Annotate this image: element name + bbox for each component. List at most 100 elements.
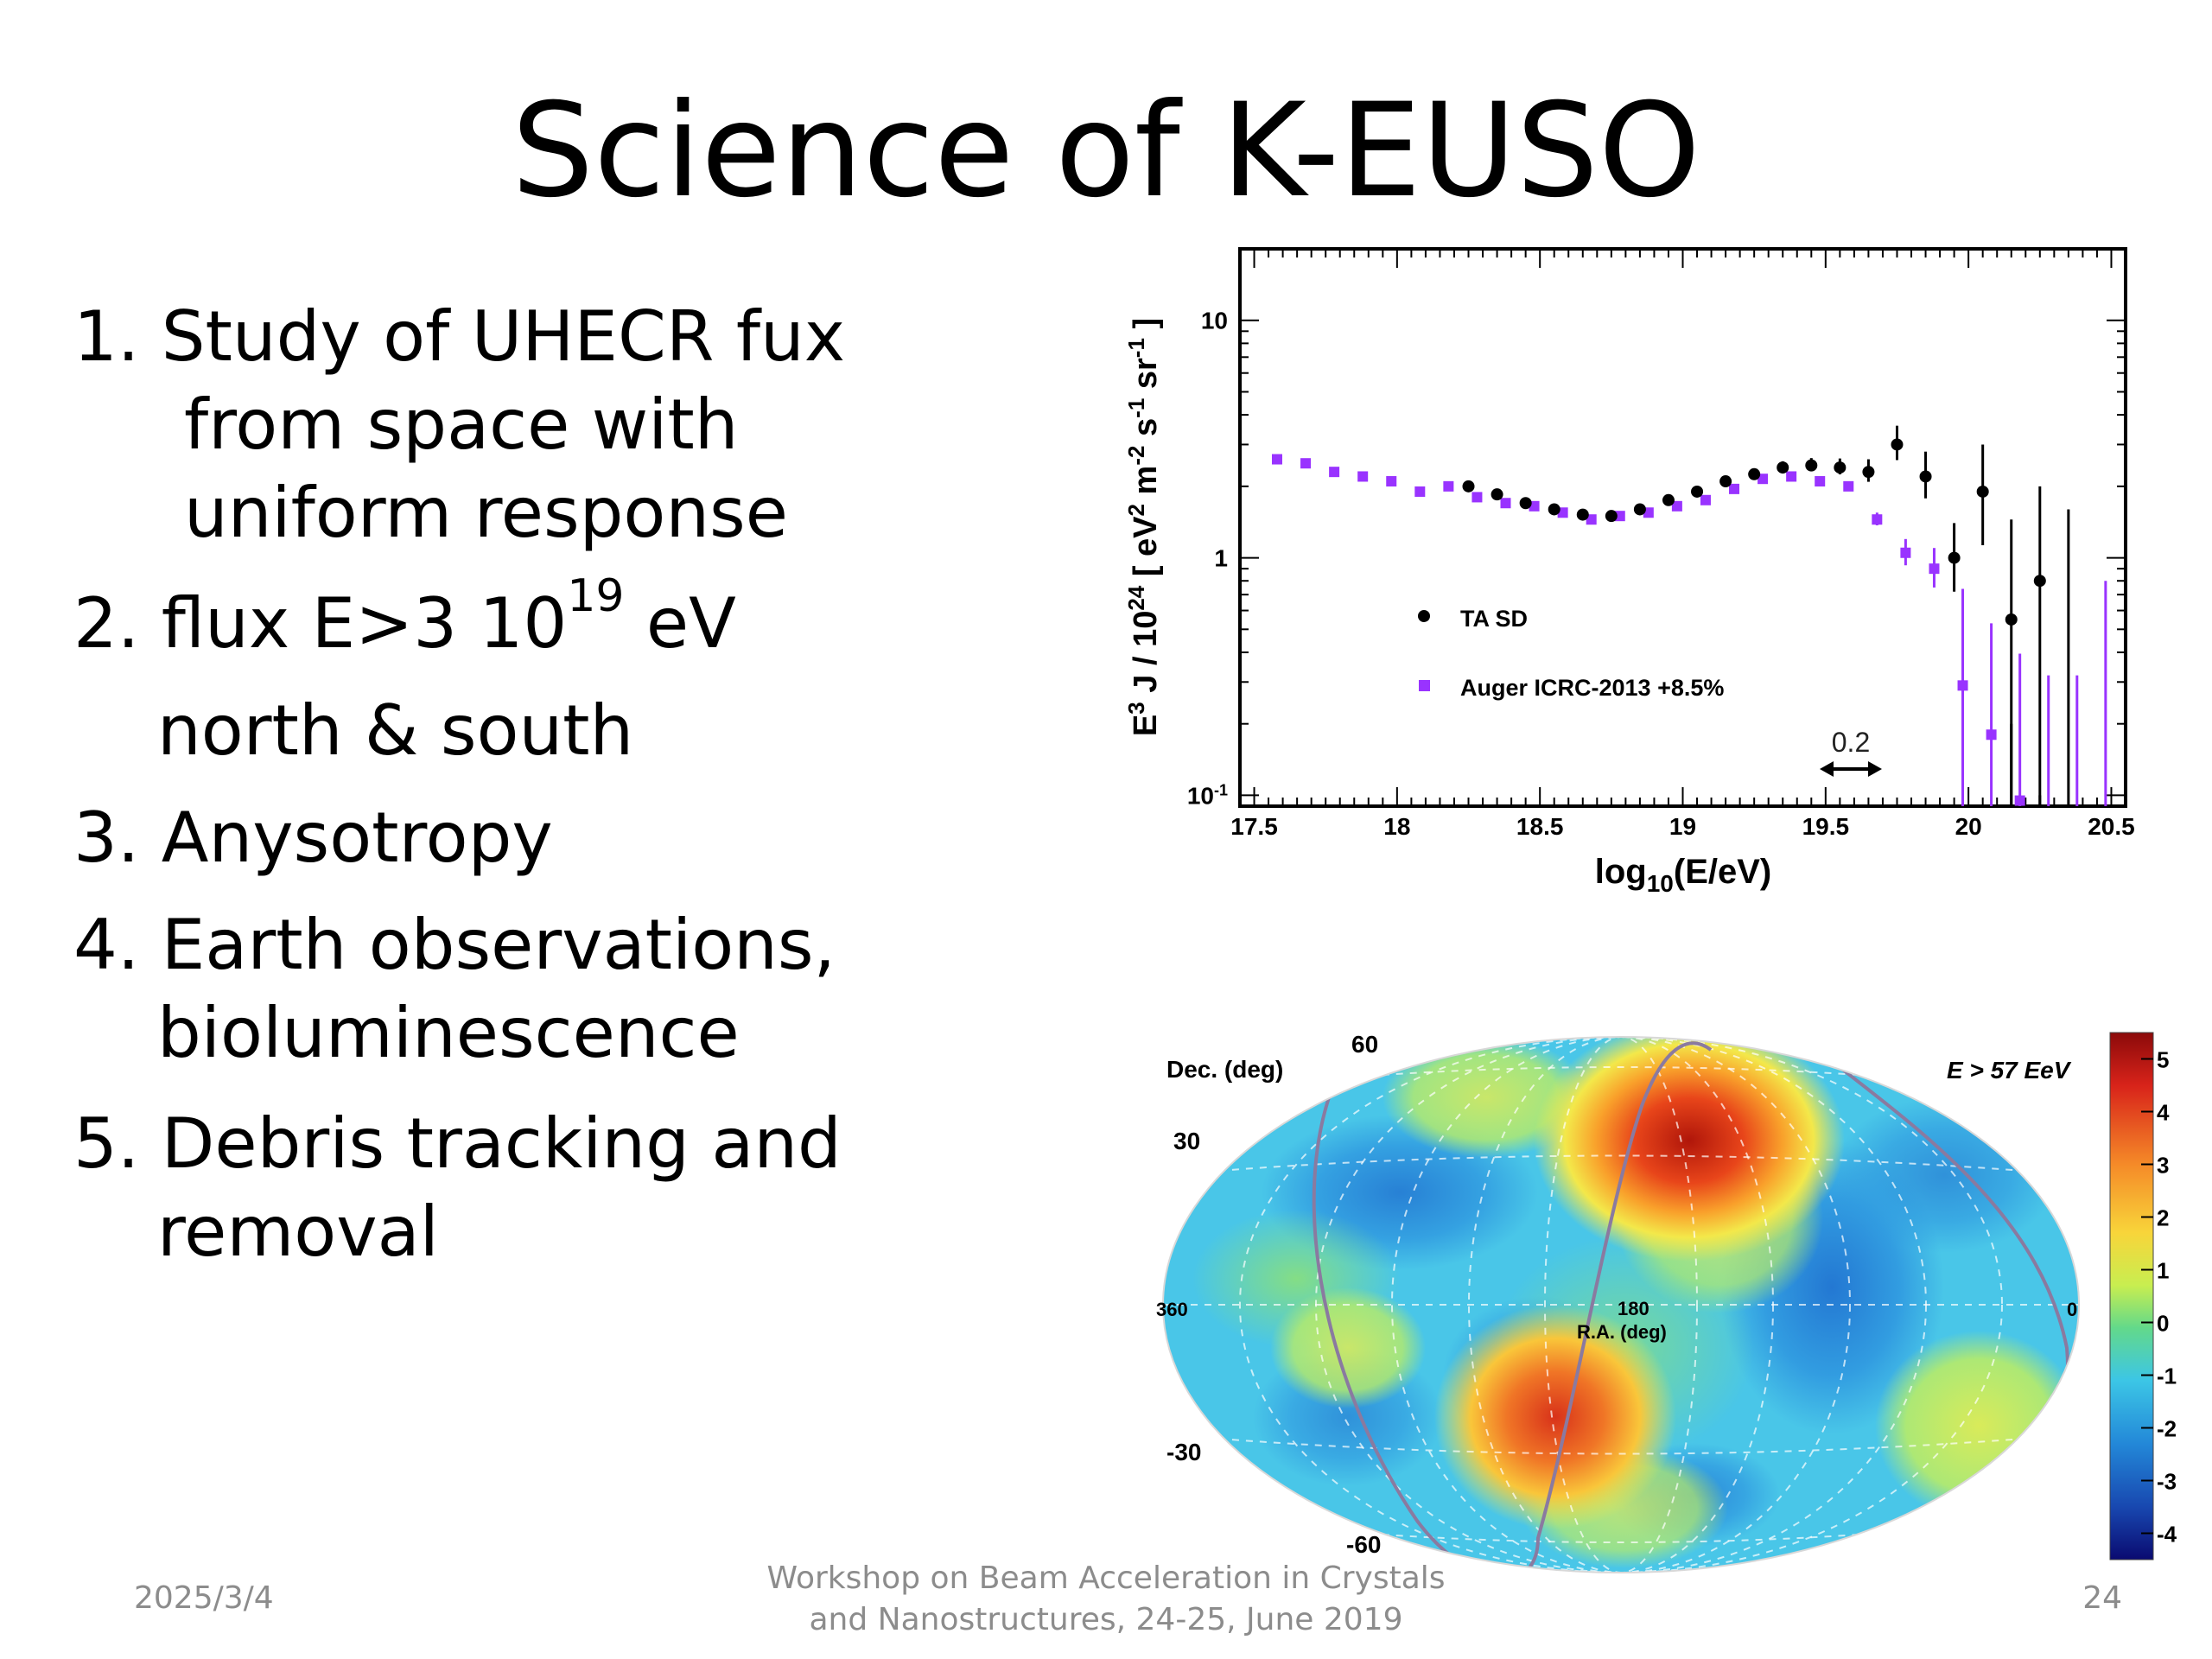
ta-point (1519, 497, 1532, 510)
auger-point (1329, 467, 1340, 478)
ta-point (1976, 485, 1989, 498)
auger-point (1386, 476, 1397, 487)
auger-point (1529, 500, 1540, 512)
auger-point (1929, 563, 1940, 575)
spectrum-x-axis-title: log10(E/eV) (1595, 853, 1772, 897)
ta-point (1662, 493, 1675, 506)
bullet-3: 3. Anysotropy (73, 798, 553, 878)
auger-point (1586, 514, 1597, 525)
spectrum-plot-frame (1238, 247, 2127, 808)
colorbar-tick-label: 1 (2157, 1258, 2169, 1284)
dec-label-30: 30 (1173, 1128, 1200, 1154)
dec-label-60: 60 (1351, 1031, 1378, 1058)
ta-point (1548, 503, 1560, 516)
auger-point (1414, 486, 1426, 497)
auger-point (1357, 471, 1369, 482)
bullet-5-line-2: removal (157, 1192, 439, 1272)
colorbar-tick-label: -2 (2157, 1416, 2177, 1442)
bullet-1-line-2: from space with (184, 385, 739, 465)
resolution-annotation: 0.2 (1832, 727, 1870, 758)
legend-label-ta-sd: TA SD (1460, 606, 1528, 632)
auger-point (1986, 729, 1997, 741)
footer-event-line-1: Workshop on Beam Acceleration in Crystal… (766, 1560, 1446, 1596)
colorbar-tick-label: -3 (2157, 1469, 2177, 1495)
auger-point (1300, 458, 1312, 469)
ta-point (1633, 503, 1646, 516)
bullet-2-unit: eV (624, 583, 736, 664)
auger-point (1957, 680, 1968, 691)
auger-point (2014, 795, 2025, 806)
footer-event-line-2: and Nanostructures, 24-25, June 2019 (809, 1602, 1403, 1637)
ta-point (1491, 488, 1503, 501)
auger-point (1471, 492, 1483, 503)
y-tick-label: 1 (1214, 545, 1228, 572)
bullet-5-line-1: 5. Debris tracking and (73, 1103, 842, 1184)
colorbar-tick-label: -1 (2157, 1363, 2177, 1389)
x-tick-label: 17.5 (1230, 813, 1278, 840)
ta-point (1719, 475, 1732, 488)
colorbar-tick-label: 5 (2157, 1047, 2169, 1073)
sky-map-y-axis-title: Dec. (deg) (1166, 1056, 1283, 1083)
ta-point (1834, 461, 1847, 474)
ta-point (1891, 438, 1904, 451)
sky-map-energy-label: E > 57 EeV (1947, 1057, 2072, 1084)
ta-point (1862, 466, 1875, 479)
legend-marker-ta-sd (1418, 610, 1430, 622)
ta-point (1462, 480, 1475, 493)
bullet-2-exponent: 19 (567, 570, 625, 622)
auger-point (1500, 498, 1511, 509)
auger-point (1758, 474, 1769, 485)
sky-map-outline (1162, 1036, 2080, 1573)
ta-point (1605, 510, 1618, 523)
auger-point (1700, 494, 1711, 505)
y-tick-label: 10-1 (1187, 781, 1228, 809)
legend-marker-auger (1419, 680, 1430, 691)
dec-label-minus-30: -30 (1166, 1439, 1201, 1465)
auger-point (1271, 454, 1282, 465)
x-tick-label: 20.5 (2088, 813, 2135, 840)
y-tick-label: 10 (1201, 308, 1228, 334)
colorbar-tick-label: -4 (2157, 1522, 2177, 1548)
ta-point (1748, 467, 1761, 480)
colorbar-tick-label: 3 (2157, 1153, 2169, 1179)
auger-point (1671, 500, 1682, 512)
colorbar-tick-label: 2 (2157, 1205, 2169, 1231)
auger-point (1815, 476, 1826, 487)
bullet-2-line-1: 2. flux E>3 1019 eV (73, 574, 736, 664)
x-tick-label: 19 (1669, 813, 1696, 840)
dec-label-minus-60: -60 (1346, 1531, 1381, 1558)
page-number: 24 (2082, 1580, 2122, 1616)
x-tick-label: 18.5 (1516, 813, 1564, 840)
ta-point (2033, 575, 2046, 588)
auger-point (1872, 514, 1883, 525)
ta-point (1805, 459, 1818, 472)
ta-point (1576, 508, 1589, 521)
footer-event: Workshop on Beam Acceleration in Crystal… (760, 1558, 1452, 1641)
auger-point (1729, 483, 1740, 494)
auger-point (1557, 507, 1568, 518)
colorbar (2109, 1032, 2154, 1560)
spectrum-y-tick-labels: 10 1 10-1 (1187, 308, 1228, 810)
ra-label-360: 360 (1156, 1299, 1188, 1320)
auger-point (1900, 547, 1911, 558)
auger-point (1614, 511, 1625, 522)
resolution-arrow (1820, 761, 1882, 777)
bullet-4-line-2: bioluminescence (157, 993, 740, 1073)
auger-point (1643, 507, 1654, 518)
spectrum-data-points (1271, 425, 2107, 806)
x-tick-label: 19.5 (1802, 813, 1850, 840)
ra-label-180: 180 (1618, 1298, 1649, 1319)
sky-map-x-axis-title: R.A. (deg) (1577, 1321, 1667, 1343)
bullet-2-text: 2. flux E>3 10 (73, 583, 568, 664)
spectrum-tick-marks (1240, 248, 2126, 806)
x-tick-label: 20 (1955, 813, 1982, 840)
x-tick-label: 18 (1383, 813, 1410, 840)
legend-label-auger: Auger ICRC-2013 +8.5% (1460, 675, 1724, 701)
spectrum-y-axis-title: E3 J / 1024 [ eV2 m-2 s-1 sr-1 ] (1123, 318, 1164, 736)
ta-point (2005, 613, 2018, 626)
colorbar-ticks: 5 4 3 2 1 0 -1 -2 -3 -4 (2141, 1047, 2177, 1548)
ta-point (1948, 551, 1961, 564)
auger-point (1843, 480, 1854, 492)
ta-point (1919, 470, 1932, 483)
bullet-1-line-3: uniform response (184, 473, 788, 553)
